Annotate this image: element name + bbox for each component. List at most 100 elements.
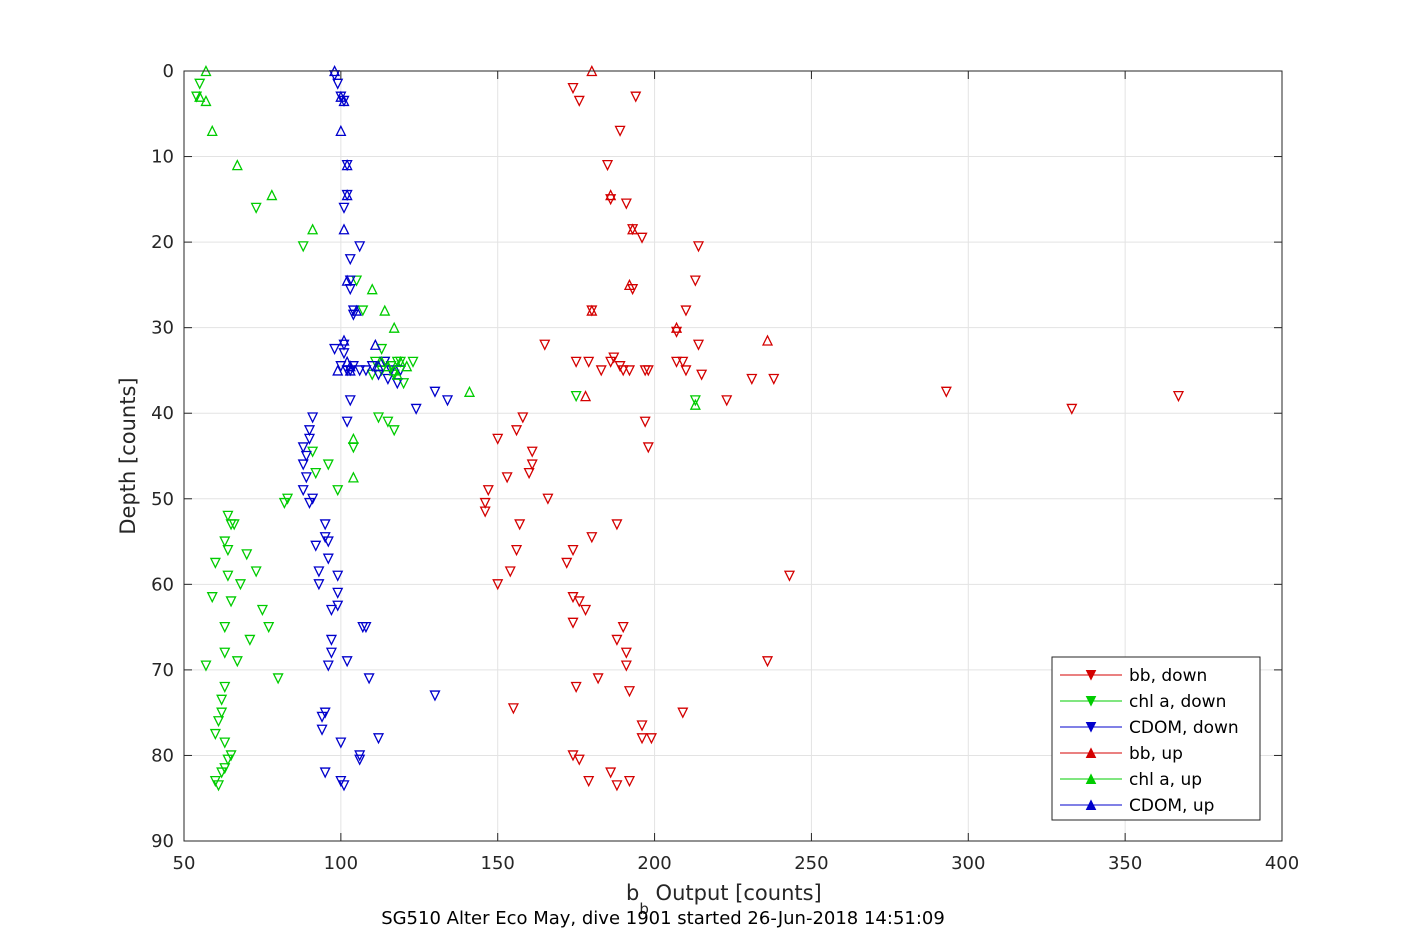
data-point xyxy=(316,711,328,723)
data-point xyxy=(225,519,237,531)
data-point xyxy=(212,780,225,792)
data-point xyxy=(429,386,441,398)
data-point xyxy=(212,716,225,728)
data-point xyxy=(344,275,356,287)
data-point xyxy=(332,364,344,376)
data-point xyxy=(231,159,243,171)
data-point xyxy=(316,724,328,736)
data-point xyxy=(344,360,356,372)
data-point xyxy=(636,733,648,745)
data-point xyxy=(617,365,629,377)
data-point xyxy=(570,356,582,368)
data-point xyxy=(219,681,231,693)
legend-entry-cdom-down: CDOM, down xyxy=(1060,718,1239,738)
data-point xyxy=(297,485,309,497)
data-point xyxy=(322,660,334,672)
data-point xyxy=(573,754,585,766)
data-point xyxy=(627,223,639,235)
grid-lines xyxy=(184,71,1282,841)
data-point xyxy=(272,673,284,685)
data-point xyxy=(372,360,385,372)
data-point xyxy=(219,737,231,749)
x-tick-label: 400 xyxy=(1265,853,1299,874)
data-point xyxy=(388,364,400,376)
data-point xyxy=(369,338,381,350)
y-tick-label: 70 xyxy=(151,660,174,681)
y-tick-label: 0 xyxy=(163,61,174,82)
data-point xyxy=(310,467,322,480)
data-point xyxy=(209,728,221,741)
data-point xyxy=(630,91,642,103)
data-point xyxy=(319,519,331,531)
data-point xyxy=(341,656,353,668)
data-point xyxy=(347,471,359,483)
data-point xyxy=(338,202,350,214)
legend-label: CDOM, down xyxy=(1129,718,1239,738)
legend-label: chl a, up xyxy=(1129,770,1202,790)
data-point xyxy=(322,553,334,565)
data-point xyxy=(200,94,212,107)
data-point xyxy=(366,283,378,295)
legend-label: chl a, down xyxy=(1129,692,1226,712)
data-point xyxy=(297,442,309,454)
legend-entry-bb-up: bb, up xyxy=(1060,744,1183,764)
legend-label: bb, down xyxy=(1129,666,1207,686)
data-point xyxy=(344,395,356,407)
series-chl-a-down xyxy=(190,78,701,792)
data-point xyxy=(360,621,372,634)
data-point xyxy=(689,395,701,407)
x-axis-label: bb Output [counts] xyxy=(626,881,822,918)
data-point xyxy=(940,386,952,398)
data-point xyxy=(341,416,353,428)
y-tick-label: 90 xyxy=(151,831,174,852)
data-point xyxy=(580,604,592,616)
data-point xyxy=(357,305,369,317)
legend-label: CDOM, up xyxy=(1129,796,1214,816)
x-tick-label: 350 xyxy=(1108,853,1142,874)
data-point xyxy=(194,78,206,90)
data-point xyxy=(677,707,689,719)
data-point xyxy=(303,425,316,437)
data-point xyxy=(692,241,705,253)
data-point xyxy=(507,703,519,715)
data-point xyxy=(338,334,350,346)
data-point xyxy=(219,536,231,548)
data-point xyxy=(350,275,363,287)
x-tick-label: 300 xyxy=(951,853,985,874)
data-point xyxy=(350,304,363,316)
data-point xyxy=(382,373,394,385)
data-point xyxy=(721,395,733,407)
legend-entry-chl-a-up: chl a, up xyxy=(1060,770,1202,790)
data-point xyxy=(222,510,234,522)
y-axis-label: Depth [counts] xyxy=(116,377,140,534)
data-point xyxy=(382,360,394,372)
data-point xyxy=(526,459,538,471)
data-point xyxy=(1172,390,1185,403)
data-point xyxy=(746,373,758,385)
data-point xyxy=(645,733,657,745)
data-point xyxy=(338,348,350,360)
data-point xyxy=(429,690,441,702)
data-point xyxy=(372,733,385,745)
data-point xyxy=(605,767,617,779)
data-point xyxy=(696,369,708,381)
data-point xyxy=(338,94,350,107)
data-point xyxy=(366,361,378,373)
data-point xyxy=(341,355,353,368)
data-point xyxy=(526,446,538,458)
data-point xyxy=(583,775,595,788)
data-point xyxy=(567,544,579,557)
data-point xyxy=(407,356,419,368)
data-point xyxy=(234,579,247,591)
x-tick-label: 250 xyxy=(794,853,828,874)
data-point xyxy=(341,274,353,286)
data-point xyxy=(363,673,375,685)
data-point xyxy=(244,634,256,646)
data-point xyxy=(344,364,356,376)
data-point xyxy=(592,673,604,685)
x-axis-label-sub: b xyxy=(639,900,649,918)
data-point xyxy=(680,305,692,317)
data-point xyxy=(297,459,309,471)
legend-marker xyxy=(1085,696,1097,707)
data-point xyxy=(639,416,651,428)
